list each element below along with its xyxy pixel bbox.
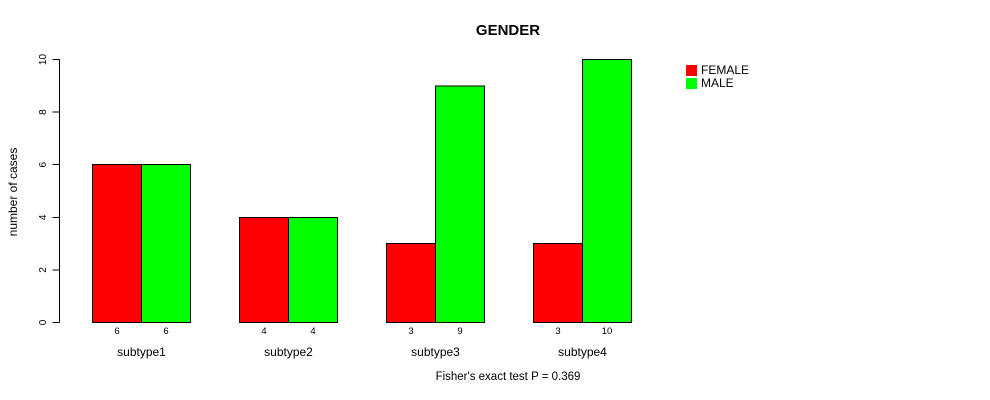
chart-title: GENDER: [475, 22, 541, 39]
y-tick-label: 2: [38, 267, 49, 273]
bar-value-label: 4: [261, 326, 266, 337]
bar-value-label: 3: [408, 326, 413, 337]
legend-item-female: FEMALE: [686, 64, 749, 77]
legend: FEMALE MALE: [686, 64, 749, 90]
category-label-subtype2: subtype2: [264, 345, 313, 359]
bar-value-label: 4: [310, 326, 315, 337]
legend-item-male: MALE: [686, 77, 749, 90]
footnote-text: Fisher's exact test P = 0.369: [435, 371, 581, 383]
category-label-subtype4: subtype4: [558, 345, 607, 359]
y-tick-label: 10: [38, 54, 49, 66]
legend-swatch-male: [686, 78, 697, 89]
bar-male-subtype4: [582, 59, 632, 323]
y-tick-label: 0: [38, 319, 49, 325]
category-label-subtype1: subtype1: [117, 345, 166, 359]
y-tick-label: 4: [38, 214, 49, 220]
bar-male-subtype1: [141, 164, 191, 323]
legend-label-female: FEMALE: [701, 63, 750, 77]
y-tick-label: 8: [38, 109, 49, 115]
bar-female-subtype4: [533, 243, 583, 324]
bar-value-label: 6: [163, 326, 168, 337]
bar-female-subtype3: [386, 243, 436, 324]
category-label-subtype3: subtype3: [411, 345, 460, 359]
legend-label-male: MALE: [701, 76, 734, 90]
y-tick-label: 6: [38, 161, 49, 167]
bar-male-subtype3: [435, 85, 485, 323]
bar-value-label: 3: [555, 326, 560, 337]
bar-male-subtype2: [288, 216, 338, 323]
bar-female-subtype2: [239, 216, 289, 323]
bar-value-label: 6: [114, 326, 119, 337]
bar-value-label: 9: [457, 326, 462, 337]
bar-female-subtype1: [92, 164, 142, 323]
legend-swatch-female: [686, 65, 697, 76]
bar-value-label: 10: [602, 326, 613, 337]
